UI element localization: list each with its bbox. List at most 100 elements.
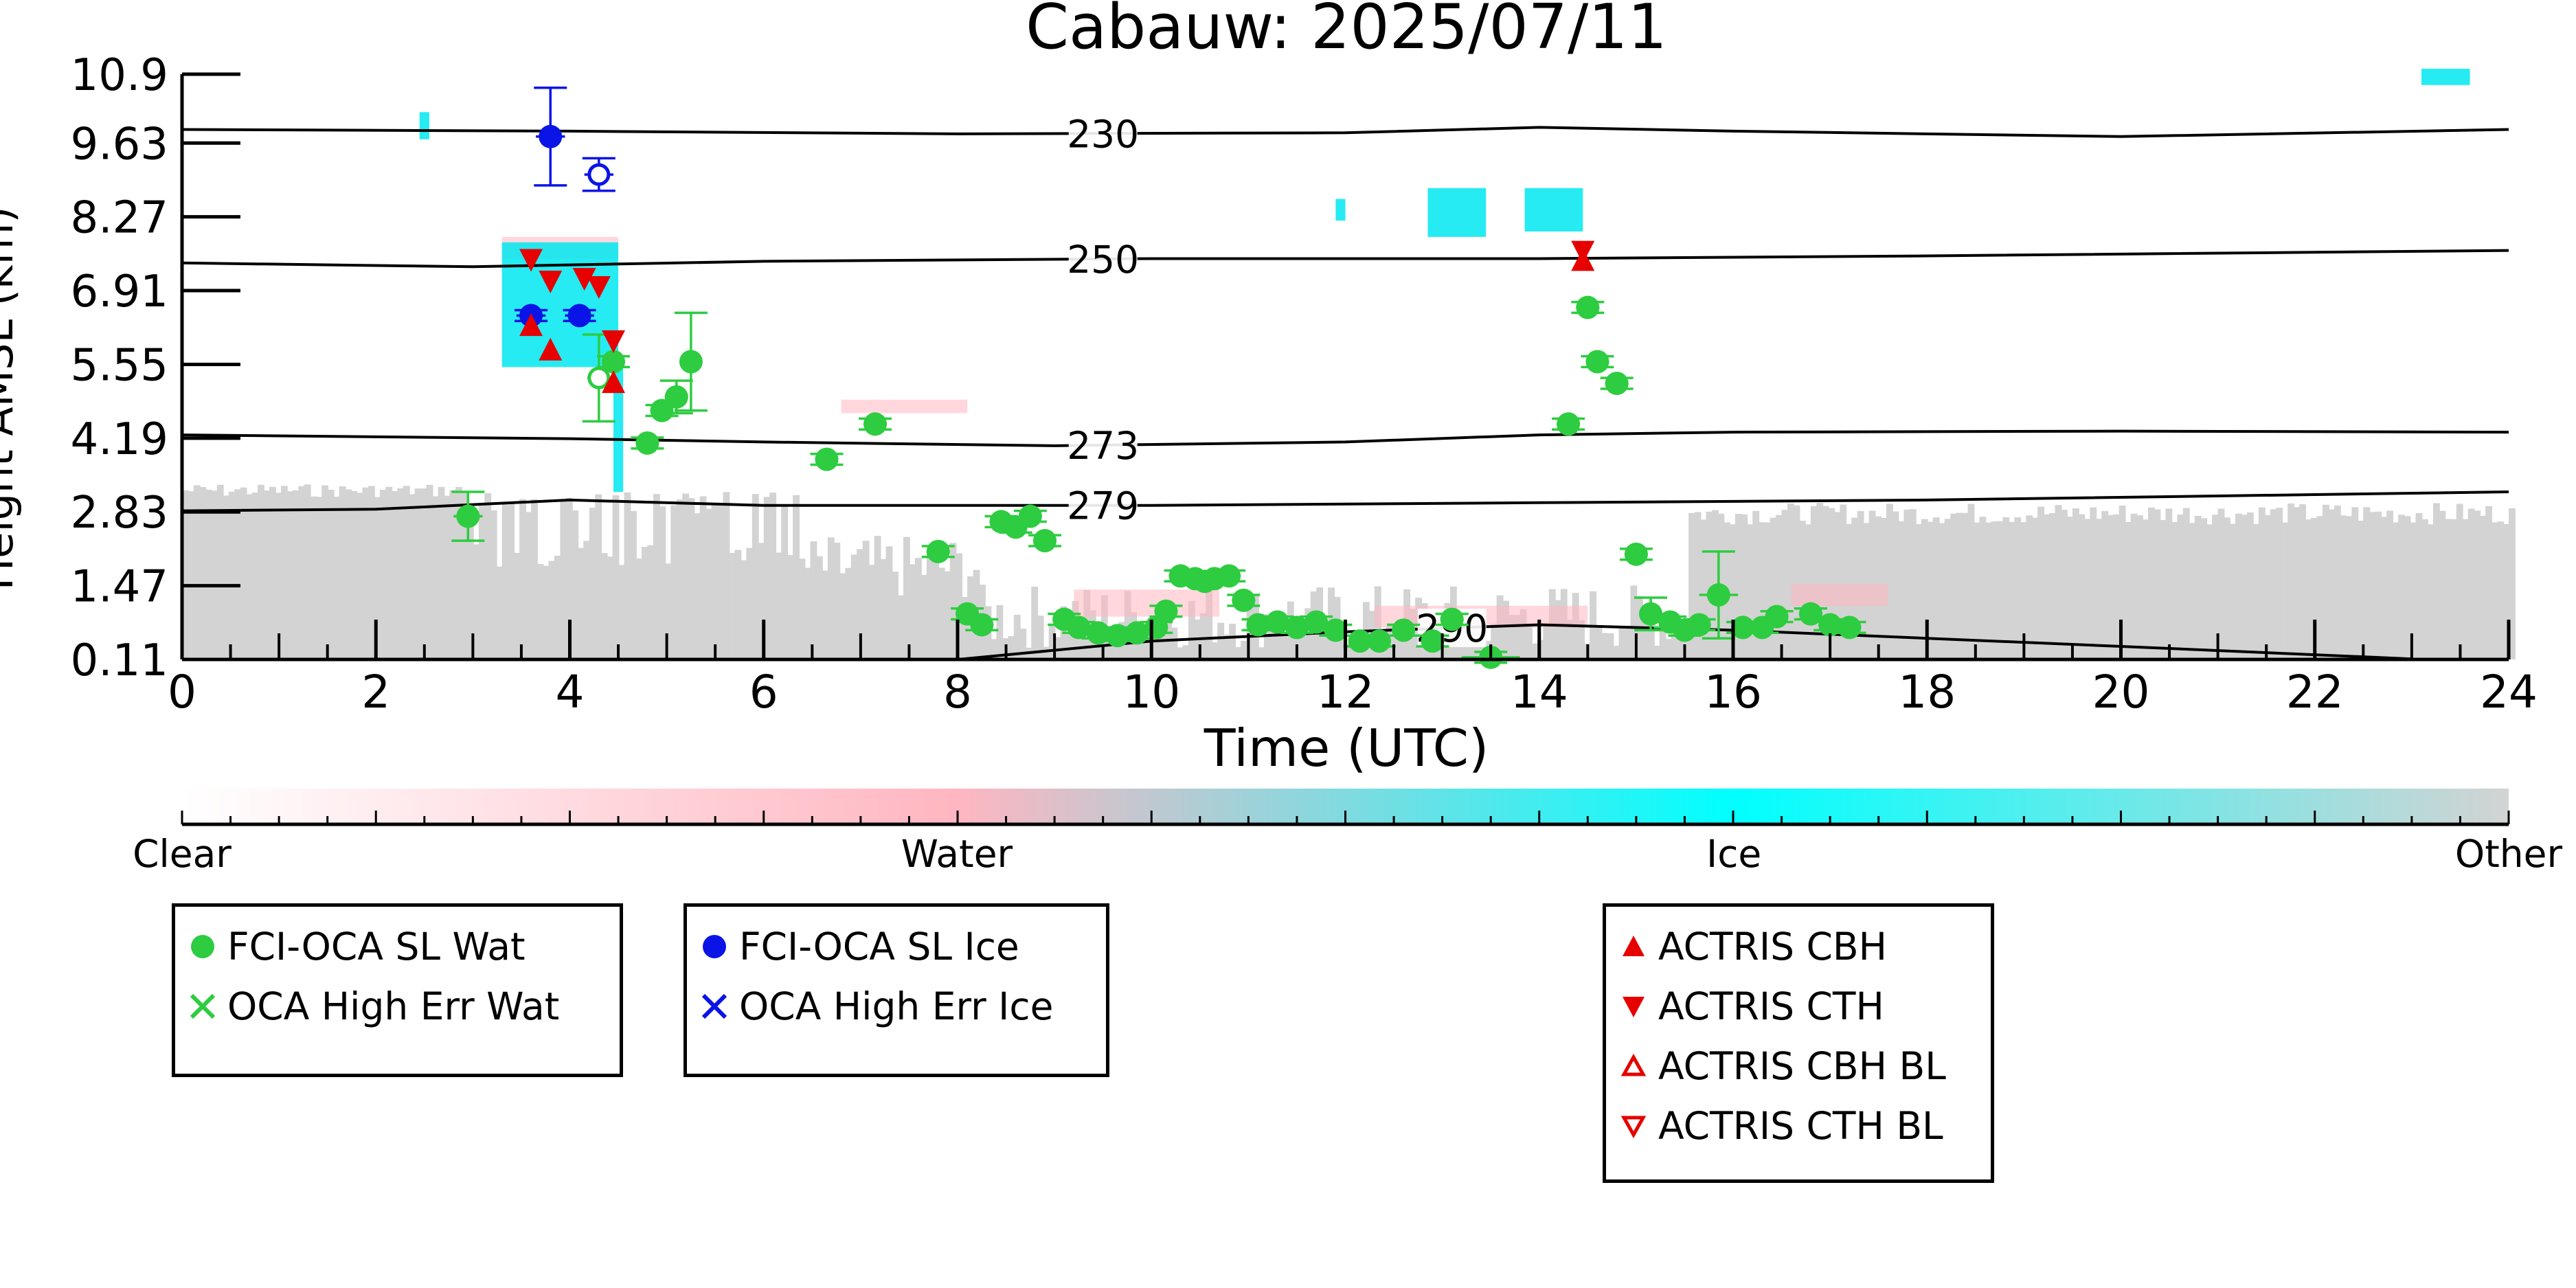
background-other [525,512,532,659]
background-other [432,496,439,659]
data-point [1765,605,1789,629]
data-point [1265,610,1289,634]
background-other [1735,513,1742,659]
background-other [2357,521,2364,659]
data-point [1067,615,1091,640]
background-other [228,491,236,659]
background-other [350,491,358,659]
background-other [2462,519,2470,659]
background-other [2002,517,2010,659]
background-other [572,510,579,659]
data-point [539,337,563,361]
data-point [1324,618,1348,642]
background-other [1962,512,1969,659]
background-other [2072,508,2079,659]
background-other [2083,519,2091,659]
background-other [862,541,870,659]
background-other [914,558,922,659]
background-other [496,566,504,659]
background-other [1996,521,2004,659]
background-other [1340,622,1346,659]
background-other [536,563,544,659]
background-other [2212,515,2219,659]
triangle-up-marker-icon [1623,936,1645,956]
data-point [1585,350,1609,374]
background-other [345,489,352,659]
chart-title: Cabauw: 2025/07/11 [1026,0,1667,63]
background-other [1892,511,1899,659]
background-other [1991,521,1998,659]
x-tick-label: 12 [1317,666,1375,719]
background-other [397,488,405,659]
background-other [2246,512,2254,659]
background-other [2281,522,2289,659]
background-other [1665,639,1673,659]
background-other [2066,517,2074,659]
y-tick-label: 2.83 [71,488,169,539]
background-other [874,536,881,659]
data-point [970,613,994,637]
background-other [1397,638,1405,659]
contour-line [181,490,2509,512]
legend-item: OCA High Err Ice [687,979,1053,1034]
data-point [1217,564,1241,588]
background-other [600,553,608,659]
background-other [2049,513,2056,659]
data-point [1154,599,1178,623]
background-other [2264,515,2272,659]
x-tick-label: 20 [2092,666,2150,719]
background-other [2305,519,2312,659]
background-other [694,513,701,659]
background-other [909,564,916,659]
background-other [1967,504,1975,659]
colorbar-label: Clear [133,832,231,876]
background-other [1275,626,1283,659]
x-tick-label: 22 [2286,666,2344,719]
legend-item: OCA High Err Wat [175,979,559,1034]
background-other [2037,506,2045,659]
background-other [1822,506,1829,659]
background-other [1019,629,1027,659]
background-other [554,555,561,659]
background-other [1008,636,1015,659]
background-other [374,497,381,659]
background-other [193,485,201,659]
background-other [1741,514,1748,659]
background-other [1281,634,1289,659]
background-other [240,487,247,659]
background-other [1142,638,1149,659]
background-other [1729,524,1737,659]
x-tick-label: 16 [1704,666,1762,719]
background-other [647,545,655,659]
background-other [1077,629,1085,659]
background-other [2479,515,2487,659]
background-other [1770,517,1777,659]
background-other [1229,624,1236,659]
data-point [587,366,611,389]
background-other [2485,506,2493,659]
background-other [1915,523,1923,659]
background-other [2055,505,2062,659]
axes: 0 2 4 6 8 10 12 14 16 18 20 22 240.111.472.834.195.5… [71,50,2538,719]
cross-marker-icon [701,993,727,1019]
legend-item: FCI-OCA SL Wat [175,919,526,974]
background-ice [1524,188,1583,231]
background-other [1037,615,1044,659]
background-other [2398,515,2405,659]
background-other [897,595,905,659]
triangle-down-marker-icon [1623,997,1645,1017]
background-other [2171,522,2178,659]
background-ice [2421,69,2470,85]
background-other [216,484,224,659]
legend-label: FCI-OCA SL Ice [739,925,1019,969]
background-other [2276,508,2283,659]
background-other [1566,620,1574,659]
background-other [1165,615,1172,659]
background-other [659,506,666,659]
contour-label-bg [1068,114,1138,153]
background-other [2444,519,2452,659]
background-other [2509,508,2516,659]
background-other [1054,637,1062,659]
data-point [602,350,626,374]
background-other [990,639,997,659]
